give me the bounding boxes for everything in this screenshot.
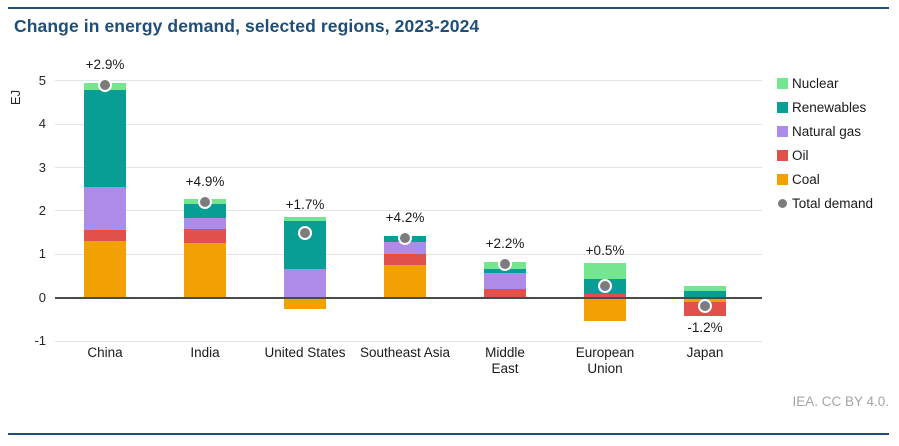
x-category-label-line: Middle: [485, 345, 525, 360]
x-category-label: United States: [250, 345, 360, 361]
grid-line: [55, 123, 762, 125]
grid-line: [55, 80, 762, 82]
total-demand-dot: [298, 225, 312, 240]
legend-color-swatch: [777, 173, 788, 185]
y-tick-label: 4: [38, 116, 46, 132]
x-category-label: China: [50, 345, 160, 361]
y-tick-label: 1: [38, 246, 46, 262]
bar-segment-nuclear: [584, 262, 626, 279]
bar-segment-coal: [84, 241, 126, 298]
pct-annotation: +0.5%: [585, 242, 625, 258]
pct-annotation: +4.9%: [185, 174, 225, 190]
legend-label: Renewables: [792, 99, 867, 115]
bar-segment-coal: [584, 297, 626, 321]
legend-item: Coal: [777, 167, 873, 191]
legend-label: Natural gas: [792, 123, 862, 139]
legend-item: Natural gas: [777, 119, 873, 143]
bar-segment-renewables: [184, 204, 226, 218]
bar-segment-nuclear: [684, 286, 726, 292]
bar-segment-oil: [184, 229, 226, 244]
grid-line: [55, 340, 762, 342]
x-category-label-line: China: [87, 345, 123, 360]
legend-label: Nuclear: [792, 75, 839, 91]
legend-label: Coal: [792, 171, 820, 187]
bar-segment-renewables: [84, 90, 126, 187]
bar-segment-natural-gas: [284, 269, 326, 298]
legend-label: Oil: [792, 147, 809, 163]
bar-segment-coal: [184, 243, 226, 298]
x-category-label: European Union: [550, 345, 660, 377]
bar-segment-oil: [384, 254, 426, 266]
y-tick-label: 0: [38, 289, 46, 305]
bar-segment-oil: [484, 289, 526, 298]
legend-item: Oil: [777, 143, 873, 167]
pct-annotation: -1.2%: [687, 319, 723, 335]
pct-annotation: +2.9%: [85, 57, 125, 73]
chart-title: Change in energy demand, selected region…: [14, 16, 480, 36]
bar-segment-natural-gas: [484, 272, 526, 290]
source-credit: IEA. CC BY 4.0.: [792, 394, 889, 409]
bar-segment-renewables: [684, 291, 726, 298]
legend-label: Total demand: [792, 195, 874, 211]
bar-segment-oil: [84, 229, 126, 242]
legend: Nuclear Renewables Natural gas Oil Coal Total…: [777, 71, 873, 215]
y-tick-label: 2: [38, 202, 46, 218]
legend-item: Total demand: [777, 191, 873, 215]
bar-segment-natural-gas: [184, 217, 226, 230]
bottom-divider: [8, 433, 889, 435]
grid-line: [55, 210, 762, 212]
grid-line: [55, 167, 762, 168]
bar-segment-nuclear: [284, 216, 326, 221]
total-demand-dot: [398, 230, 412, 245]
pct-annotation: +2.2%: [485, 235, 525, 251]
y-tick-label: -1: [34, 333, 46, 349]
bar-segment-natural-gas: [84, 186, 126, 230]
top-divider: [8, 7, 889, 9]
legend-dot-swatch: [778, 198, 787, 208]
legend-color-swatch: [777, 77, 788, 89]
y-tick-label: 5: [38, 72, 46, 88]
legend-color-swatch: [777, 125, 788, 137]
total-demand-dot: [98, 78, 112, 93]
x-category-label: Middle East: [450, 345, 560, 377]
x-category-label-line: Japan: [686, 345, 724, 360]
total-demand-dot: [698, 298, 712, 313]
legend-color-swatch: [777, 101, 788, 113]
x-category-label-line: India: [190, 345, 220, 360]
y-tick-label: 3: [38, 159, 46, 175]
bar-segment-natural-gas: [384, 242, 426, 255]
total-demand-dot: [498, 256, 512, 271]
bar-segment-renewables: [484, 269, 526, 273]
total-demand-dot: [198, 195, 212, 210]
pct-annotation: +4.2%: [385, 209, 425, 225]
bar-segment-coal: [284, 297, 326, 310]
x-category-label-line: United States: [264, 345, 346, 360]
legend-item: Renewables: [777, 95, 873, 119]
x-category-label-line: European: [575, 345, 635, 360]
x-category-label-line: Southeast Asia: [359, 345, 451, 360]
total-demand-dot: [598, 278, 612, 293]
bar-segment-oil: [584, 294, 626, 298]
legend-item: Nuclear: [777, 71, 873, 95]
x-category-label: India: [150, 345, 260, 361]
x-category-label: Japan: [650, 345, 760, 361]
x-category-label-line: Union: [587, 361, 623, 376]
x-category-label-line: East: [491, 361, 519, 376]
bar-segment-coal: [384, 265, 426, 298]
pct-annotation: +1.7%: [285, 196, 325, 212]
y-axis-unit-label: EJ: [8, 89, 24, 106]
x-category-label: Southeast Asia: [350, 345, 460, 361]
legend-color-swatch: [777, 149, 788, 161]
x-axis-zero-line: [55, 296, 762, 299]
